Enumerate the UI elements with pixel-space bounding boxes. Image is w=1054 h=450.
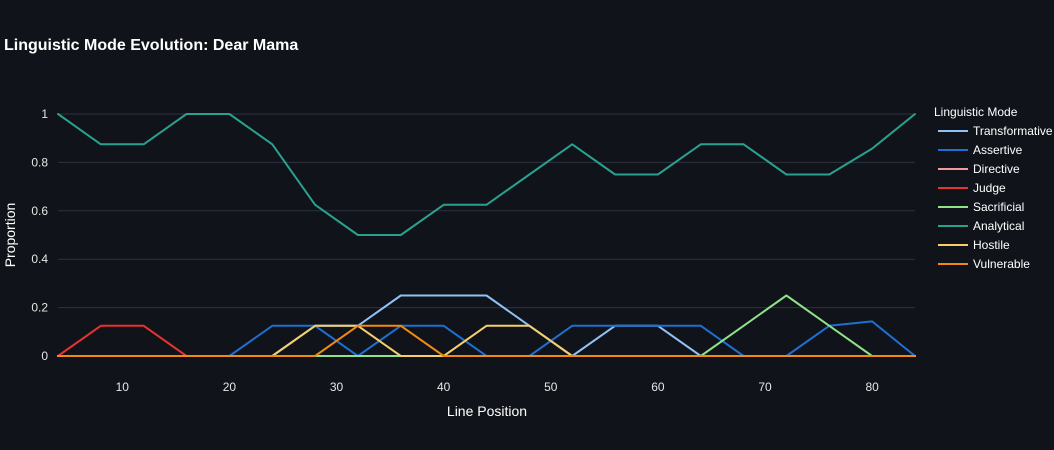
y-axis-label: Proportion xyxy=(2,203,18,268)
legend-label: Assertive xyxy=(973,143,1023,157)
legend-label: Transformative xyxy=(973,124,1053,138)
legend-item-assertive[interactable]: Assertive xyxy=(938,143,1023,157)
x-tick-label: 40 xyxy=(437,380,451,394)
series-layer xyxy=(57,113,916,357)
series-line-vulnerable xyxy=(57,324,916,357)
x-tick-label: 20 xyxy=(223,380,237,394)
legend-item-hostile[interactable]: Hostile xyxy=(938,238,1010,252)
y-tick-label: 0.6 xyxy=(31,204,48,218)
legend-item-analytical[interactable]: Analytical xyxy=(938,219,1024,233)
legend-label: Hostile xyxy=(973,238,1010,252)
x-tick-label: 50 xyxy=(544,380,558,394)
y-tick-label: 0 xyxy=(41,349,48,363)
legend: Transformative Assertive Directive Judge Sac… xyxy=(938,124,1053,271)
x-tick-label: 10 xyxy=(116,380,130,394)
y-axis-ticks: 0 0.2 0.4 0.6 0.8 1 xyxy=(31,107,48,363)
legend-label: Judge xyxy=(973,181,1006,195)
series-line-analytical xyxy=(57,113,916,236)
legend-label: Sacrificial xyxy=(973,200,1024,214)
chart-title: Linguistic Mode Evolution: Dear Mama xyxy=(4,37,298,54)
legend-label: Vulnerable xyxy=(973,257,1030,271)
legend-item-transformative[interactable]: Transformative xyxy=(938,124,1053,138)
x-tick-label: 60 xyxy=(651,380,665,394)
x-tick-label: 30 xyxy=(330,380,344,394)
x-tick-label: 70 xyxy=(758,380,772,394)
legend-title: Linguistic Mode xyxy=(934,105,1018,119)
y-tick-label: 0.4 xyxy=(31,252,48,266)
y-tick-label: 0.2 xyxy=(31,301,48,315)
y-tick-label: 0.8 xyxy=(31,155,48,169)
legend-label: Analytical xyxy=(973,219,1024,233)
x-axis-ticks: 10 20 30 40 50 60 70 80 xyxy=(116,380,880,394)
series-line-hostile xyxy=(57,324,916,357)
legend-item-directive[interactable]: Directive xyxy=(938,162,1020,176)
legend-item-vulnerable[interactable]: Vulnerable xyxy=(938,257,1030,271)
legend-item-sacrificial[interactable]: Sacrificial xyxy=(938,200,1024,214)
series-line-judge xyxy=(57,324,916,357)
y-tick-label: 1 xyxy=(41,107,48,121)
legend-label: Directive xyxy=(973,162,1020,176)
x-axis-label: Line Position xyxy=(447,403,527,419)
legend-item-judge[interactable]: Judge xyxy=(938,181,1006,195)
grid-layer xyxy=(58,113,915,357)
x-tick-label: 80 xyxy=(865,380,879,394)
